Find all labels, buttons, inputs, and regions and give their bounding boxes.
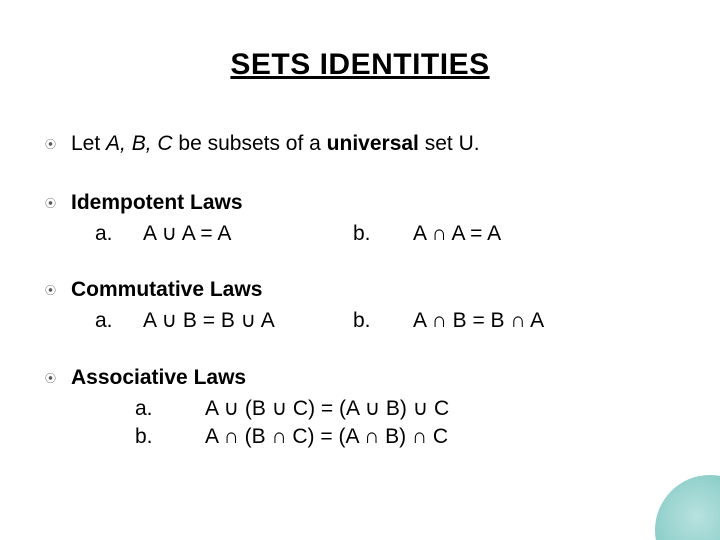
associative-heading-text: Associative Laws: [71, 366, 246, 389]
associative-a-row: a. A ∪ (B ∪ C) = (A ∪ B) ∪ C: [135, 395, 675, 423]
bullet-icon: [45, 130, 71, 161]
associative-heading-line: Associative Laws: [45, 364, 675, 395]
idempotent-b-label: b.: [353, 220, 413, 248]
intro-post: set U.: [419, 132, 480, 155]
bullet-icon: [45, 364, 71, 395]
idempotent-heading: Idempotent Laws: [71, 189, 675, 217]
idempotent-block: Idempotent Laws a. A ∪ A = A b. A ∩ A = …: [45, 189, 675, 248]
commutative-b-eq: A ∩ B = B ∩ A: [413, 307, 544, 335]
intro-bold: universal: [327, 132, 419, 155]
commutative-b-label: b.: [353, 307, 413, 335]
slide: SETS IDENTITIES Let A, B, C be subsets o…: [0, 0, 720, 540]
associative-a-label: a.: [135, 395, 205, 423]
bullet-icon: [45, 189, 71, 220]
commutative-block: Commutative Laws a. A ∪ B = B ∪ A b. A ∩…: [45, 276, 675, 335]
decorative-circle: [655, 475, 720, 540]
associative-heading: Associative Laws: [71, 364, 675, 392]
bullet-icon: [45, 276, 71, 307]
idempotent-row: a. A ∪ A = A b. A ∩ A = A: [95, 220, 675, 248]
intro-pre: Let: [71, 132, 106, 155]
idempotent-b-eq: A ∩ A = A: [413, 220, 501, 248]
associative-b-eq: A ∩ (B ∩ C) = (A ∩ B) ∩ C: [205, 423, 448, 451]
intro-line: Let A, B, C be subsets of a universal se…: [45, 130, 675, 161]
commutative-a-label: a.: [95, 307, 143, 335]
associative-a-eq: A ∪ (B ∪ C) = (A ∪ B) ∪ C: [205, 395, 449, 423]
commutative-row: a. A ∪ B = B ∪ A b. A ∩ B = B ∩ A: [95, 307, 675, 335]
intro-mid: be subsets of a: [173, 132, 327, 155]
idempotent-heading-text: Idempotent Laws: [71, 191, 243, 214]
slide-title: SETS IDENTITIES: [0, 48, 720, 82]
idempotent-a-eq: A ∪ A = A: [143, 220, 353, 248]
intro-block: Let A, B, C be subsets of a universal se…: [45, 130, 675, 161]
commutative-heading-text: Commutative Laws: [71, 278, 262, 301]
commutative-a-eq: A ∪ B = B ∪ A: [143, 307, 353, 335]
associative-b-row: b. A ∩ (B ∩ C) = (A ∩ B) ∩ C: [135, 423, 675, 451]
intro-text: Let A, B, C be subsets of a universal se…: [71, 130, 675, 158]
commutative-heading-line: Commutative Laws: [45, 276, 675, 307]
intro-vars: A, B, C: [106, 132, 173, 155]
associative-block: Associative Laws a. A ∪ (B ∪ C) = (A ∪ B…: [45, 364, 675, 452]
commutative-heading: Commutative Laws: [71, 276, 675, 304]
slide-content: Let A, B, C be subsets of a universal se…: [45, 130, 675, 479]
idempotent-a-label: a.: [95, 220, 143, 248]
idempotent-heading-line: Idempotent Laws: [45, 189, 675, 220]
associative-b-label: b.: [135, 423, 205, 451]
